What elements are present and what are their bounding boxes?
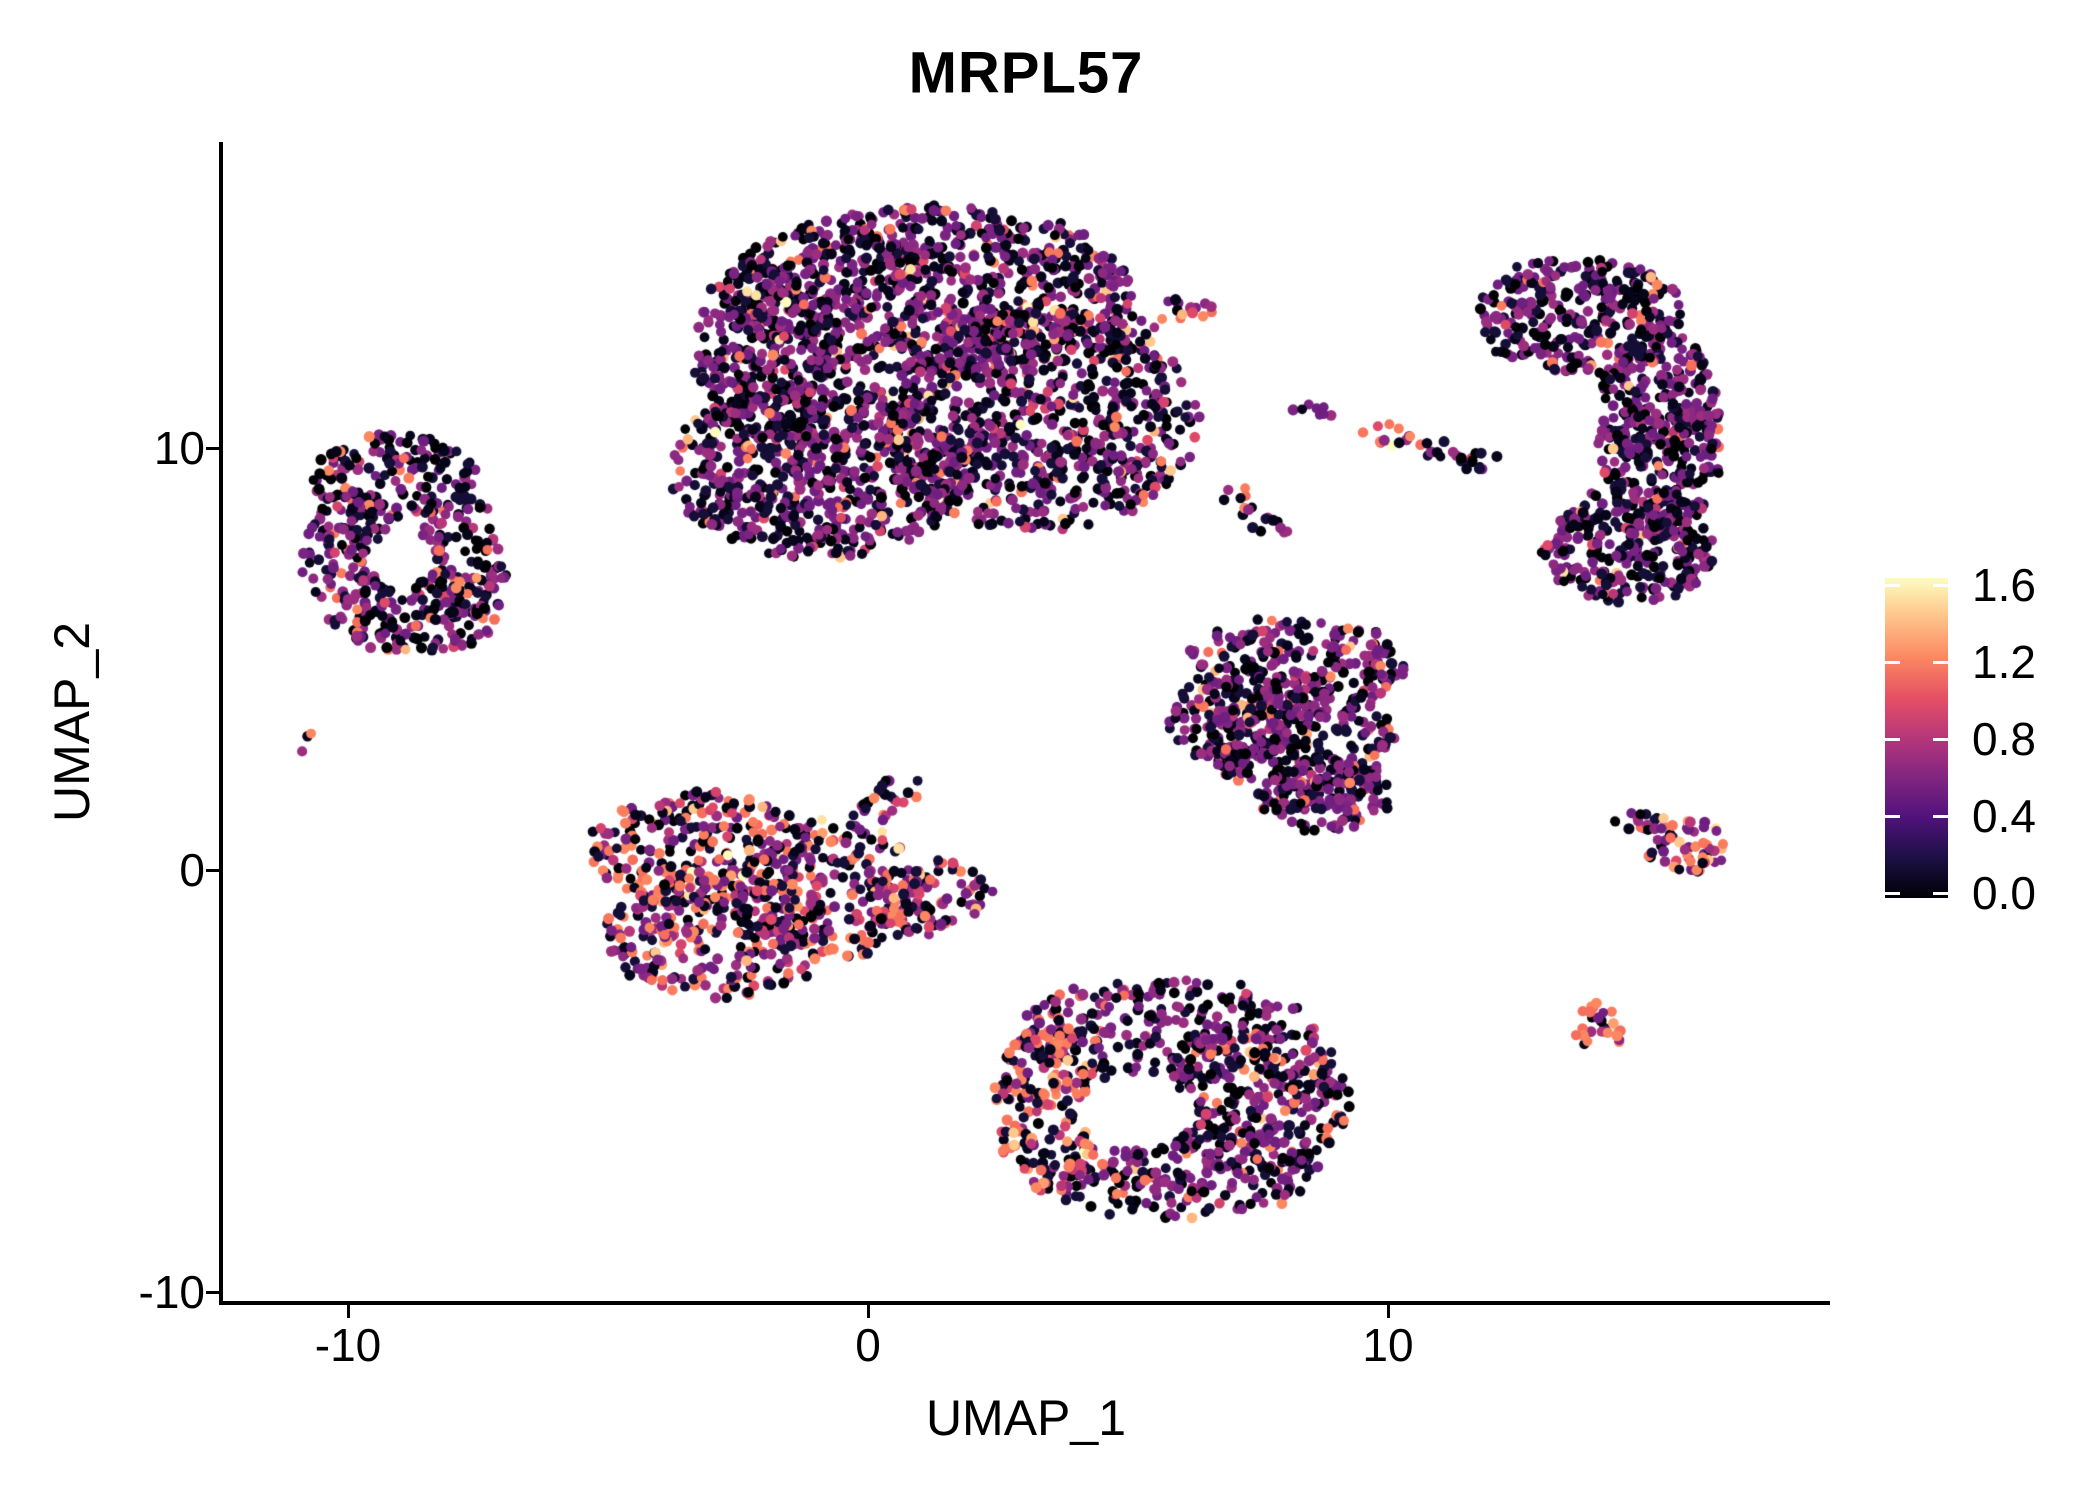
- x-tick-label: -10: [314, 1319, 382, 1371]
- x-tick-mark: [346, 1305, 350, 1318]
- colorbar-tick-mark: [1885, 660, 1900, 664]
- y-axis-line: [219, 142, 223, 1305]
- colorbar-tick-label: 0.4: [1972, 790, 2036, 842]
- colorbar-tick-label: 0.0: [1972, 867, 2036, 919]
- y-tick-label: -10: [138, 1266, 205, 1318]
- colorbar-tick-mark: [1933, 814, 1948, 818]
- y-axis-title: UMAP_2: [44, 621, 100, 823]
- x-axis-line: [219, 1301, 1830, 1305]
- colorbar-tick-mark: [1885, 814, 1900, 818]
- colorbar-tick-mark: [1933, 583, 1948, 587]
- y-tick-mark: [206, 446, 219, 450]
- x-axis-title: UMAP_1: [925, 1390, 1127, 1446]
- plot-title: MRPL57: [908, 40, 1144, 106]
- colorbar-tick-mark: [1885, 891, 1900, 895]
- colorbar-tick-mark: [1933, 660, 1948, 664]
- colorbar-tick-label: 1.2: [1972, 636, 2036, 688]
- x-tick-mark: [866, 1305, 870, 1318]
- x-tick-mark: [1386, 1305, 1390, 1318]
- y-tick-label: 0: [179, 844, 205, 896]
- colorbar-tick-label: 0.8: [1972, 713, 2036, 765]
- y-tick-mark: [206, 1290, 219, 1294]
- y-tick-mark: [206, 868, 219, 872]
- colorbar-tick-mark: [1933, 737, 1948, 741]
- colorbar-tick-label: 1.6: [1972, 559, 2036, 611]
- colorbar-tick-mark: [1885, 583, 1900, 587]
- x-tick-label: 10: [1362, 1319, 1414, 1371]
- y-tick-label: 10: [153, 422, 205, 474]
- colorbar-tick-mark: [1933, 891, 1948, 895]
- colorbar-tick-mark: [1885, 737, 1900, 741]
- x-tick-label: 0: [855, 1319, 881, 1371]
